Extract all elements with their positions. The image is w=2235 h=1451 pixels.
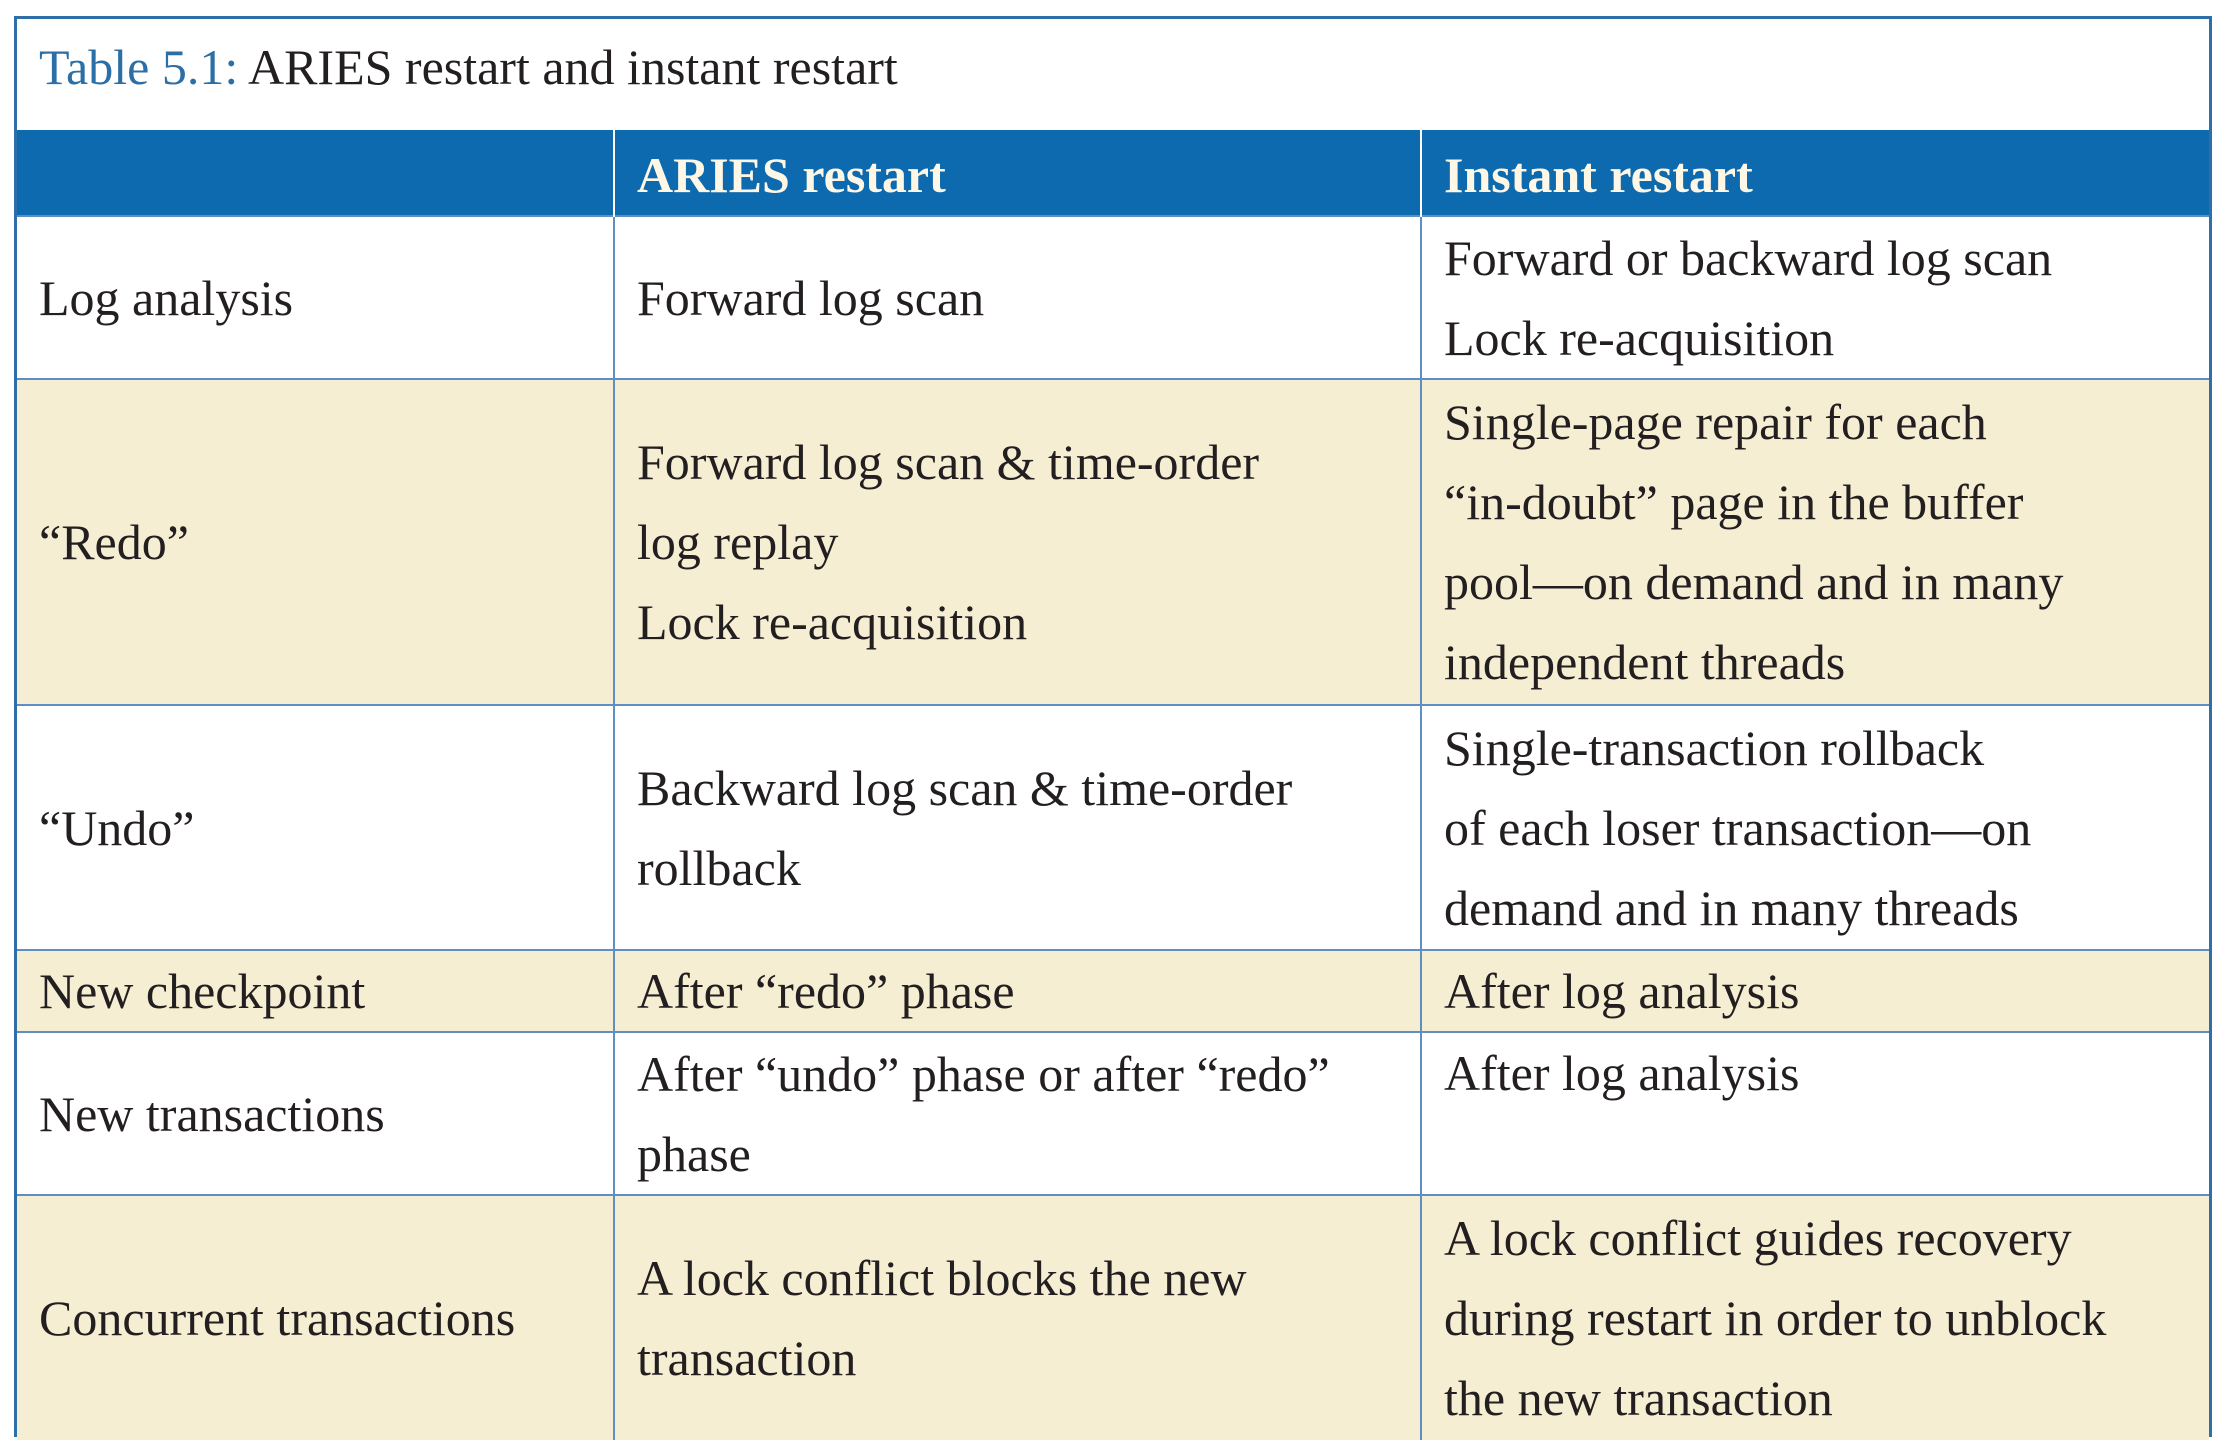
table-frame: Table 5.1: ARIES restart and instant res… xyxy=(14,16,2212,1440)
cell-line: of each loser transaction—on xyxy=(1444,799,2032,856)
cell-line: rollback xyxy=(637,839,801,896)
cell-line: Forward or backward log scan xyxy=(1444,229,2053,286)
cell-line: log replay xyxy=(637,514,839,570)
table-row: New transactions After “undo” phase or a… xyxy=(17,1031,2209,1195)
table-row: Concurrent transactions A lock conflict … xyxy=(17,1194,2209,1440)
cell-line: Backward log scan & time-order xyxy=(637,759,1293,816)
instant-cell: After log analysis xyxy=(1420,1031,2209,1195)
caption-text: ARIES restart and instant restart xyxy=(247,39,898,95)
cell-line: Lock re-acquisition xyxy=(1444,309,1835,366)
aries-cell: After “undo” phase or after “redo” phase xyxy=(613,1031,1421,1195)
header-row: ARIES restart Instant restart xyxy=(17,130,2209,216)
table-caption: Table 5.1: ARIES restart and instant res… xyxy=(17,19,2209,130)
table-row: Log analysis Forward log scan Forward or… xyxy=(17,215,2209,379)
cell-line: Forward log scan xyxy=(637,269,985,326)
cell-line: “in-doubt” page in the buffer xyxy=(1444,474,2024,530)
cell-line: Lock re-acquisition xyxy=(637,594,1028,650)
restart-comparison-table: ARIES restart Instant restart Log analys… xyxy=(17,130,2209,1440)
cell-line: pool—on demand and in many xyxy=(1444,554,2064,610)
table-row: “Redo” Forward log scan & time-order log… xyxy=(17,378,2209,705)
header-aries-restart: ARIES restart xyxy=(613,130,1421,216)
caption-label: Table 5.1: xyxy=(39,39,239,95)
row-label: Log analysis xyxy=(17,215,614,379)
row-label: “Redo” xyxy=(17,378,614,705)
cell-line: the new transaction xyxy=(1444,1370,1833,1426)
cell-line: After “redo” phase xyxy=(637,963,1015,1019)
cell-line: transaction xyxy=(637,1330,857,1386)
cell-line: independent threads xyxy=(1444,634,1846,690)
cell-line: Forward log scan & time-order xyxy=(637,434,1260,490)
cell-line: Single-page repair for each xyxy=(1444,394,1987,450)
aries-cell: After “redo” phase xyxy=(613,949,1421,1032)
instant-cell: After log analysis xyxy=(1420,949,2209,1032)
cell-line: Single-transaction rollback xyxy=(1444,719,1985,776)
instant-cell: Single-page repair for each “in-doubt” p… xyxy=(1420,378,2209,705)
header-empty xyxy=(17,130,614,216)
row-label: New checkpoint xyxy=(17,949,614,1032)
table-row: New checkpoint After “redo” phase After … xyxy=(17,949,2209,1032)
row-label: “Undo” xyxy=(17,704,614,950)
aries-cell: A lock conflict blocks the new transacti… xyxy=(613,1194,1421,1440)
table-row: “Undo” Backward log scan & time-order ro… xyxy=(17,704,2209,950)
cell-line: A lock conflict guides recovery xyxy=(1444,1210,2072,1266)
instant-cell: Single-transaction rollback of each lose… xyxy=(1420,704,2209,950)
row-label: New transactions xyxy=(17,1031,614,1195)
cell-line: After log analysis xyxy=(1444,1045,1800,1101)
cell-line: during restart in order to unblock xyxy=(1444,1290,2107,1346)
cell-line: After log analysis xyxy=(1444,963,1800,1019)
aries-cell: Backward log scan & time-order rollback xyxy=(613,704,1421,950)
header-instant-restart: Instant restart xyxy=(1420,130,2209,216)
instant-cell: Forward or backward log scan Lock re-acq… xyxy=(1420,215,2209,379)
row-label: Concurrent transactions xyxy=(17,1194,614,1440)
cell-line: demand and in many threads xyxy=(1444,879,2019,936)
cell-line: A lock conflict blocks the new xyxy=(637,1250,1247,1306)
instant-cell: A lock conflict guides recovery during r… xyxy=(1420,1194,2209,1440)
aries-cell: Forward log scan & time-order log replay… xyxy=(613,378,1421,705)
aries-cell: Forward log scan xyxy=(613,215,1421,379)
cell-line: After “undo” phase or after “redo” xyxy=(637,1045,1330,1102)
cell-line: phase xyxy=(637,1125,751,1182)
